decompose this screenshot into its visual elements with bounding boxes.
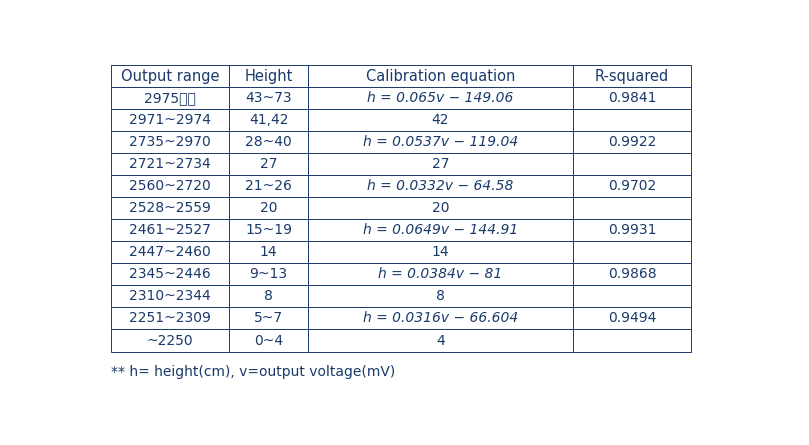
Bar <box>573 109 692 131</box>
Text: 0.9868: 0.9868 <box>608 267 656 282</box>
Bar <box>573 175 692 198</box>
Text: 2560~2720: 2560~2720 <box>129 179 210 194</box>
Bar <box>573 242 692 263</box>
Text: 42: 42 <box>432 113 449 127</box>
Text: 0.9922: 0.9922 <box>608 135 656 150</box>
Text: 2447~2460: 2447~2460 <box>129 246 210 259</box>
Bar <box>111 198 229 219</box>
Text: 2345~2446: 2345~2446 <box>129 267 210 282</box>
Text: 2461~2527: 2461~2527 <box>129 223 211 238</box>
Text: 27: 27 <box>260 158 277 171</box>
Text: ~2250: ~2250 <box>146 333 193 348</box>
Bar <box>308 175 573 198</box>
Bar <box>229 175 308 198</box>
Bar <box>111 263 229 286</box>
Text: 2971~2974: 2971~2974 <box>129 113 211 127</box>
Text: 0.9702: 0.9702 <box>608 179 656 194</box>
Bar <box>229 242 308 263</box>
Text: 41,42: 41,42 <box>249 113 288 127</box>
Text: 20: 20 <box>432 202 449 215</box>
Bar <box>308 263 573 286</box>
Text: 43~73: 43~73 <box>245 91 292 105</box>
Bar <box>229 131 308 154</box>
Bar <box>111 87 229 109</box>
Text: 0.9841: 0.9841 <box>608 91 656 105</box>
Text: 20: 20 <box>260 202 277 215</box>
Text: h = 0.0332v − 64.58: h = 0.0332v − 64.58 <box>367 179 514 194</box>
Text: 27: 27 <box>432 158 449 171</box>
Text: 14: 14 <box>432 246 449 259</box>
Text: 4: 4 <box>436 333 445 348</box>
Bar <box>573 329 692 352</box>
Bar <box>308 87 573 109</box>
Bar <box>111 154 229 175</box>
Text: 0.9931: 0.9931 <box>608 223 656 238</box>
Text: h = 0.0316v − 66.604: h = 0.0316v − 66.604 <box>362 312 518 325</box>
Text: 2251~2309: 2251~2309 <box>129 312 211 325</box>
Bar <box>229 307 308 329</box>
Bar <box>573 307 692 329</box>
Bar <box>111 286 229 307</box>
Bar <box>308 329 573 352</box>
Bar <box>573 87 692 109</box>
Bar <box>111 219 229 242</box>
Text: 0.9494: 0.9494 <box>608 312 656 325</box>
Bar <box>573 131 692 154</box>
Bar <box>573 263 692 286</box>
Bar <box>111 131 229 154</box>
Text: h = 0.0649v − 144.91: h = 0.0649v − 144.91 <box>362 223 518 238</box>
Bar <box>229 263 308 286</box>
Bar <box>229 109 308 131</box>
Bar <box>573 286 692 307</box>
Text: 5~7: 5~7 <box>254 312 283 325</box>
Bar <box>111 65 229 87</box>
Bar <box>308 242 573 263</box>
Text: Output range: Output range <box>121 69 219 84</box>
Bar <box>308 307 573 329</box>
Text: 2310~2344: 2310~2344 <box>129 290 210 303</box>
Bar <box>111 329 229 352</box>
Bar <box>573 219 692 242</box>
Text: Height: Height <box>244 69 293 84</box>
Text: h = 0.065v − 149.06: h = 0.065v − 149.06 <box>367 91 514 105</box>
Text: 2975이상: 2975이상 <box>144 91 196 105</box>
Bar <box>573 154 692 175</box>
Text: 2721~2734: 2721~2734 <box>129 158 210 171</box>
Bar <box>308 65 573 87</box>
Text: 0~4: 0~4 <box>254 333 283 348</box>
Bar <box>308 154 573 175</box>
Text: 9~13: 9~13 <box>250 267 288 282</box>
Bar <box>229 87 308 109</box>
Text: h = 0.0384v − 81: h = 0.0384v − 81 <box>379 267 502 282</box>
Text: R-squared: R-squared <box>595 69 669 84</box>
Text: 2735~2970: 2735~2970 <box>129 135 210 150</box>
Bar <box>111 242 229 263</box>
Bar <box>229 154 308 175</box>
Bar <box>229 329 308 352</box>
Text: ** h= height(cm), v=output voltage(mV): ** h= height(cm), v=output voltage(mV) <box>111 365 395 379</box>
Text: 15~19: 15~19 <box>245 223 292 238</box>
Text: 8: 8 <box>265 290 273 303</box>
Bar <box>111 175 229 198</box>
Bar <box>308 286 573 307</box>
Text: h = 0.0537v − 119.04: h = 0.0537v − 119.04 <box>362 135 518 150</box>
Text: 21~26: 21~26 <box>245 179 292 194</box>
Bar <box>308 198 573 219</box>
Text: 28~40: 28~40 <box>245 135 292 150</box>
Text: 14: 14 <box>260 246 277 259</box>
Bar <box>229 198 308 219</box>
Bar <box>308 219 573 242</box>
Bar <box>573 65 692 87</box>
Bar <box>229 65 308 87</box>
Bar <box>573 198 692 219</box>
Bar <box>308 131 573 154</box>
Bar <box>229 286 308 307</box>
Bar <box>111 109 229 131</box>
Bar <box>229 219 308 242</box>
Text: 2528~2559: 2528~2559 <box>129 202 211 215</box>
Bar <box>111 307 229 329</box>
Text: Calibration equation: Calibration equation <box>366 69 515 84</box>
Bar <box>308 109 573 131</box>
Text: 8: 8 <box>436 290 445 303</box>
